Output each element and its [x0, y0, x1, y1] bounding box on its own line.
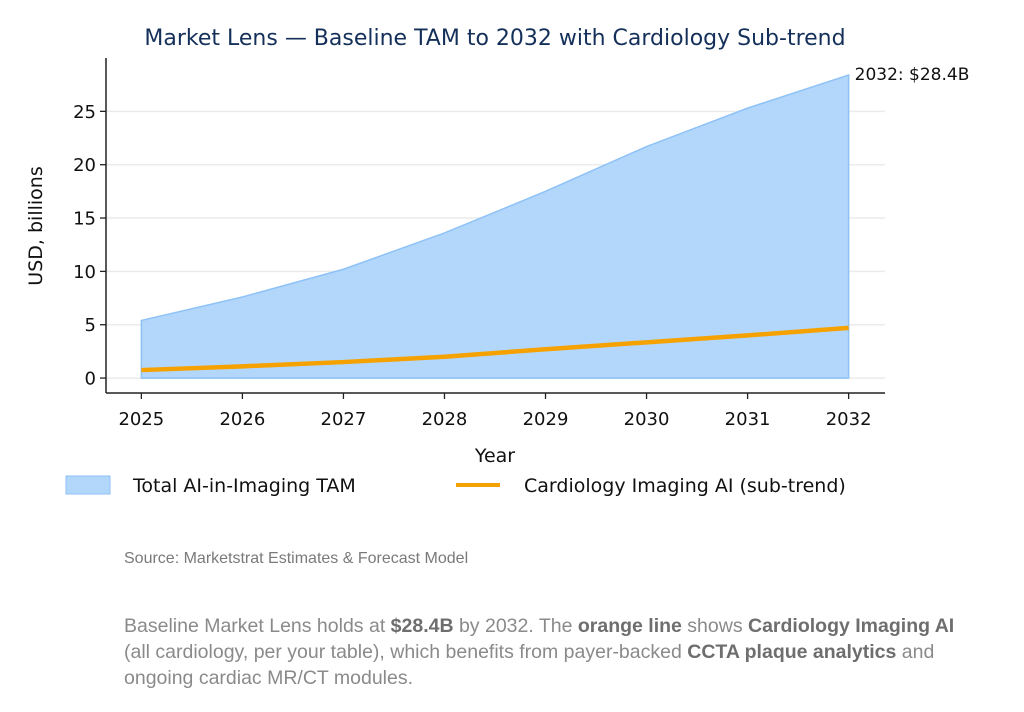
x-ticks: 2025 2026 2027 2028 2029 2030 2031 2032	[118, 393, 872, 430]
caption-text: Baseline Market Lens holds at	[124, 615, 391, 637]
cardiology-line	[141, 325, 849, 373]
y-tick-label: 20	[73, 155, 96, 176]
caption-text: and ongoing cardiac MR/CT modules.	[124, 641, 935, 689]
chart-title: Market Lens — Baseline TAM to 2032 with …	[144, 26, 845, 51]
legend-label-cardiology: Cardiology Imaging AI (sub-trend)	[524, 475, 846, 497]
y-tick-label: 10	[73, 262, 96, 283]
caption-text: shows	[681, 615, 748, 637]
x-tick-label: 2027	[321, 409, 367, 430]
caption-bold-ccta: CCTA plaque analytics	[687, 641, 897, 663]
y-axis-label: USD, billions	[25, 166, 47, 285]
x-tick-label: 2028	[422, 409, 468, 430]
x-tick-label: 2031	[725, 409, 771, 430]
caption: Baseline Market Lens holds at $28.4B by …	[124, 613, 984, 691]
cardiology-line-layer	[141, 325, 849, 373]
legend-swatch-tam	[65, 475, 111, 495]
caption-bold-value: $28.4B	[390, 615, 454, 637]
x-tick-label: 2030	[624, 409, 670, 430]
y-tick-label: 5	[85, 315, 96, 336]
y-tick-label: 0	[85, 369, 96, 390]
source-note: Source: Marketstrat Estimates & Forecast…	[124, 550, 469, 567]
axes	[105, 58, 885, 394]
tam-area	[140, 74, 850, 379]
caption-text: by 2032. The	[453, 615, 578, 637]
legend: Total AI-in-Imaging TAM Cardiology Imagi…	[65, 475, 846, 497]
x-tick-label: 2026	[219, 409, 265, 430]
x-tick-label: 2032	[826, 409, 872, 430]
tam-area-layer	[140, 74, 850, 379]
caption-bold-cardiology: Cardiology Imaging AI	[748, 615, 955, 637]
y-ticks: 0 5 10 15 20 25	[73, 102, 106, 390]
legend-label-tam: Total AI-in-Imaging TAM	[132, 475, 356, 497]
y-tick-label: 25	[73, 102, 96, 123]
x-axis-label: Year	[474, 445, 515, 467]
x-tick-label: 2029	[523, 409, 569, 430]
chart: Market Lens — Baseline TAM to 2032 with …	[25, 26, 970, 497]
caption-text: (all cardiology, per your table), which …	[124, 641, 688, 663]
x-tick-label: 2025	[118, 409, 164, 430]
caption-bold-orange-line: orange line	[577, 615, 682, 637]
end-value-annotation: 2032: $28.4B	[855, 65, 970, 85]
y-tick-label: 15	[73, 209, 96, 230]
